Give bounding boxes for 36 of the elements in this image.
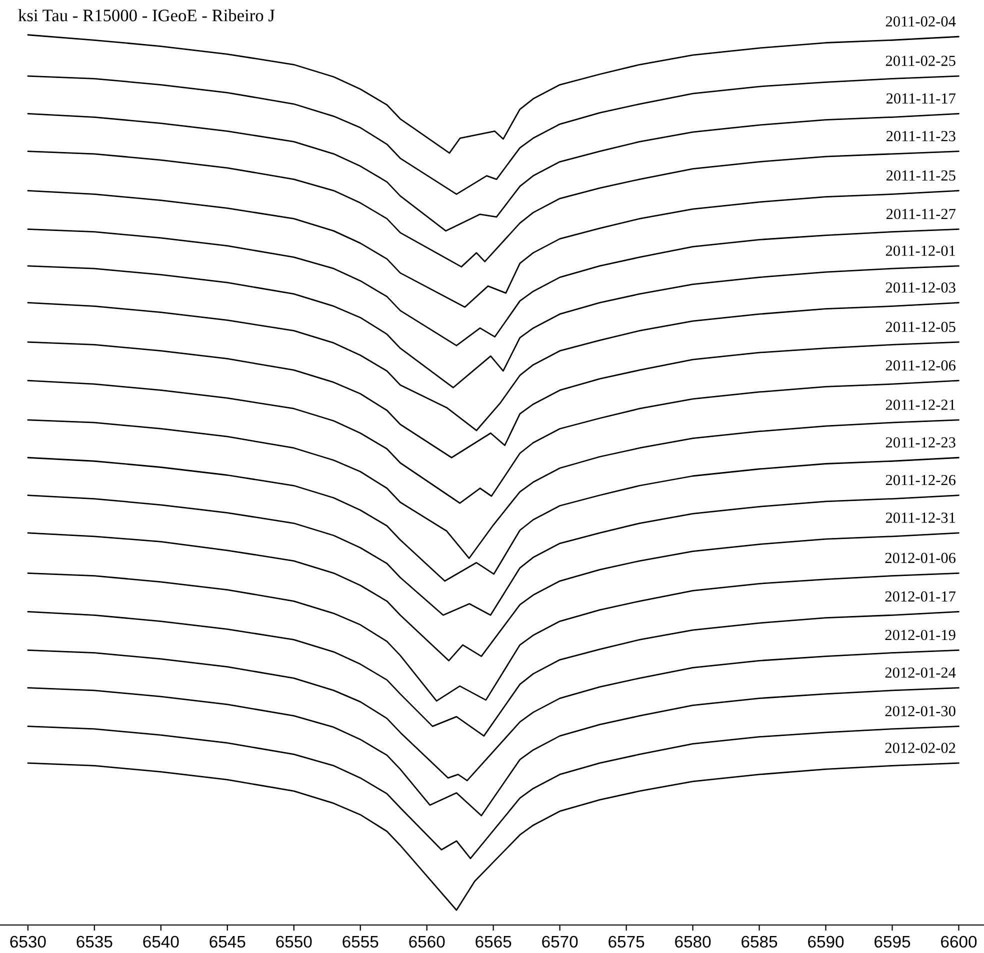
- x-tick-label: 6550: [276, 936, 312, 948]
- series-label: 2011-12-06: [886, 360, 956, 371]
- chart-title: ksi Tau - R15000 - IGeoE - Ribeiro J: [18, 9, 275, 22]
- x-tick-label: 6535: [76, 936, 112, 948]
- series-label: 2011-11-25: [886, 170, 956, 181]
- x-tick-label: 6590: [808, 936, 844, 948]
- series-label: 2012-01-19: [885, 630, 956, 640]
- x-tick-label: 6560: [409, 936, 445, 948]
- series-label: 2011-12-03: [886, 282, 956, 293]
- x-tick-label: 6530: [10, 936, 46, 948]
- series-label: 2011-12-26: [886, 474, 956, 486]
- series-label: 2012-01-24: [885, 667, 956, 678]
- x-tick-label: 6540: [143, 936, 179, 948]
- series-label: 2011-12-31: [886, 512, 956, 523]
- x-tick-label: 6585: [742, 936, 778, 948]
- x-tick-label: 6600: [941, 936, 977, 948]
- x-tick-label: 6580: [675, 936, 711, 948]
- series-label: 2012-01-17: [885, 591, 956, 602]
- series-label: 2011-12-21: [886, 400, 956, 410]
- series-label: 2011-11-23: [886, 130, 956, 142]
- series-label: 2011-11-17: [886, 93, 956, 104]
- series-label: 2011-12-23: [886, 437, 956, 448]
- series-label: 2011-12-05: [886, 322, 956, 332]
- x-tick-label: 6545: [210, 936, 246, 948]
- x-tick-label: 6575: [608, 936, 644, 948]
- x-tick-label: 6570: [542, 936, 578, 948]
- series-label: 2011-12-01: [886, 246, 956, 256]
- series-label: 2012-01-30: [885, 706, 956, 716]
- series-label: 2011-02-04: [886, 16, 956, 27]
- x-tick-label: 6565: [476, 936, 512, 948]
- series-label: 2012-02-02: [885, 742, 956, 754]
- x-tick-label: 6595: [874, 936, 910, 948]
- series-label: 2011-02-25: [886, 56, 956, 66]
- x-tick-label: 6555: [342, 936, 378, 948]
- series-label: 2011-11-27: [886, 208, 956, 220]
- series-label: 2012-01-06: [885, 552, 956, 564]
